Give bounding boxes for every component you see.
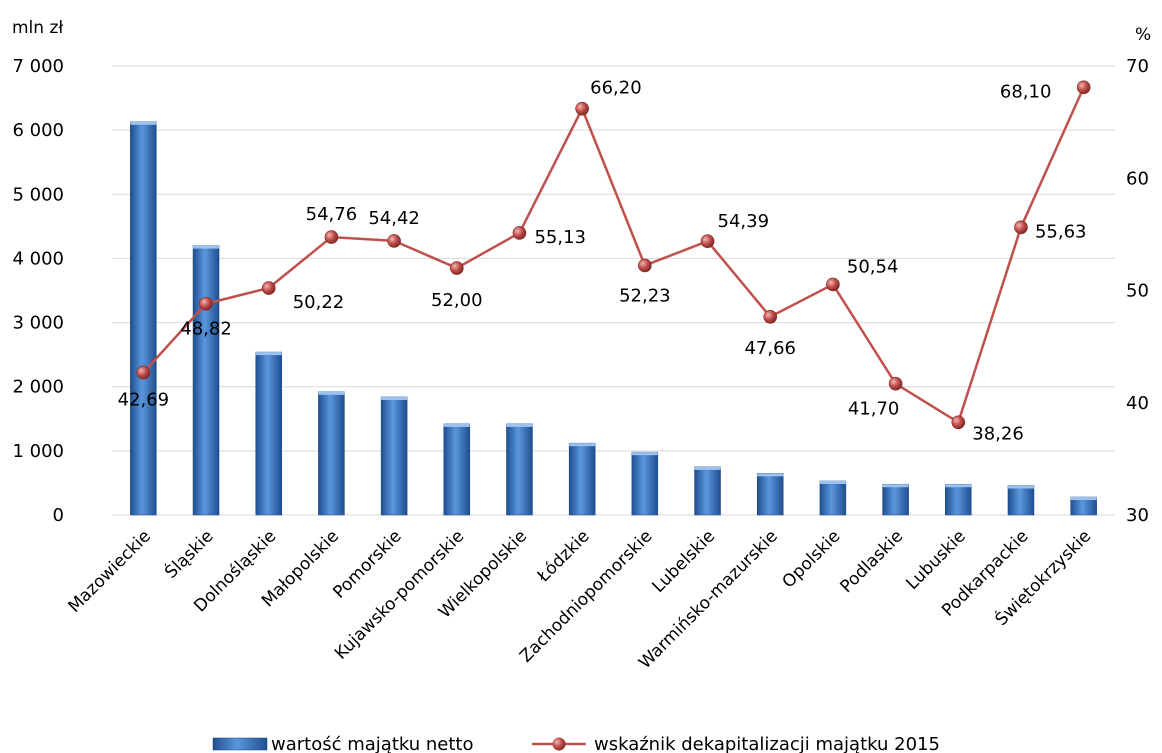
bar [631, 451, 659, 516]
bar [945, 483, 972, 516]
bar-top-highlight [506, 423, 533, 427]
data-label: 50,22 [293, 292, 345, 313]
data-label: 41,70 [848, 399, 900, 420]
bar-top-highlight [381, 396, 408, 400]
line-marker [763, 309, 778, 324]
bar-top-highlight [193, 245, 220, 249]
data-label: 68,10 [1000, 81, 1052, 102]
data-label: 66,20 [590, 78, 642, 99]
category-label: Mazowieckie [64, 526, 154, 616]
bar-top-highlight [569, 443, 596, 447]
right-tick-label: 50 [1126, 281, 1149, 302]
line-marker [261, 281, 276, 295]
bar [694, 466, 721, 516]
bar-top-highlight [130, 121, 157, 125]
bar [819, 480, 847, 516]
legend: wartość majątku netto wskaźnik dekapital… [212, 734, 940, 753]
left-tick-label: 4 000 [12, 248, 64, 269]
line-marker [575, 101, 589, 116]
bar-top-highlight [945, 484, 972, 488]
data-label: 50,54 [847, 256, 899, 277]
bar [192, 245, 220, 516]
bar [443, 423, 471, 516]
legend-bar-label: wartość majątku netto [271, 734, 473, 753]
legend-line-label: wskaźnik dekapitalizacji majątku 2015 [594, 734, 940, 753]
line-series [136, 80, 1091, 430]
bar [568, 442, 596, 516]
line-marker [700, 234, 715, 249]
left-tick-label: 7 000 [12, 56, 64, 77]
bar-top-highlight [819, 481, 846, 485]
left-axis-unit: mln zł [12, 18, 63, 38]
left-axis-ticks: 0 1 000 2 000 3 000 4 000 5 000 6 000 7 000 [12, 56, 64, 526]
data-label: 48,82 [180, 319, 232, 340]
line-marker [199, 296, 213, 311]
category-axis-labels: Mazowieckie ŚląskieDolnośląskieMałopolski… [64, 525, 1095, 673]
bar [380, 396, 408, 516]
bar [318, 391, 345, 516]
line-marker [826, 277, 840, 292]
bar [255, 351, 282, 516]
data-label: 47,66 [744, 338, 796, 359]
data-label: 38,26 [972, 423, 1024, 444]
line-path [142, 86, 1085, 424]
data-label: 55,13 [534, 227, 586, 248]
bar [1007, 485, 1035, 516]
line-marker [1014, 220, 1028, 235]
data-label: 54,76 [306, 204, 358, 225]
data-label: 52,23 [619, 285, 671, 306]
left-tick-label: 5 000 [12, 184, 64, 205]
left-tick-label: 0 [53, 505, 64, 526]
line-marker [324, 230, 339, 244]
right-tick-label: 60 [1126, 168, 1149, 189]
bar-top-highlight [443, 423, 470, 427]
left-tick-label: 6 000 [12, 120, 64, 141]
left-tick-label: 2 000 [12, 377, 64, 398]
line-marker [449, 261, 464, 275]
right-tick-label: 70 [1126, 56, 1149, 77]
bar-top-highlight [694, 466, 721, 470]
right-tick-label: 40 [1126, 393, 1149, 414]
bar-series [130, 121, 1097, 516]
line-marker [512, 226, 527, 240]
data-label: 55,63 [1035, 221, 1087, 242]
line-marker [1076, 80, 1091, 95]
data-label: 42,69 [118, 390, 170, 411]
bar-top-highlight [882, 484, 909, 488]
bar-top-highlight [1070, 497, 1097, 501]
bar [506, 423, 533, 516]
bar-top-highlight [318, 391, 345, 395]
data-label: 54,39 [718, 211, 770, 232]
line-marker [888, 376, 903, 391]
left-tick-label: 3 000 [12, 313, 64, 334]
line-marker [136, 365, 151, 380]
legend-line-marker [552, 737, 566, 751]
bar-top-highlight [757, 473, 784, 477]
data-label: 54,42 [368, 208, 420, 229]
right-tick-label: 30 [1126, 505, 1149, 526]
data-labels: 42,69 48,82 50,22 54,76 54,42 52,00 55,13 66,20… [118, 78, 1087, 445]
bar-top-highlight [1007, 485, 1034, 489]
category-label: Podlaskie [837, 526, 908, 597]
bar [882, 483, 909, 516]
right-axis-ticks: 30 40 50 60 70 [1126, 56, 1149, 526]
left-tick-label: 1 000 [12, 441, 64, 462]
bar-top-highlight [631, 452, 658, 456]
line-marker [951, 415, 966, 430]
right-axis-unit: % [1135, 25, 1151, 45]
bar-top-highlight [255, 352, 282, 356]
category-label: Łódzkie [533, 526, 594, 587]
category-label: Śląskie [160, 525, 218, 583]
data-label: 52,00 [431, 290, 483, 311]
line-marker [638, 258, 652, 273]
line-marker [387, 234, 401, 248]
bar [130, 121, 157, 516]
legend-bar-swatch [212, 737, 268, 751]
bar [756, 473, 784, 516]
category-label: Opolskie [779, 526, 845, 592]
